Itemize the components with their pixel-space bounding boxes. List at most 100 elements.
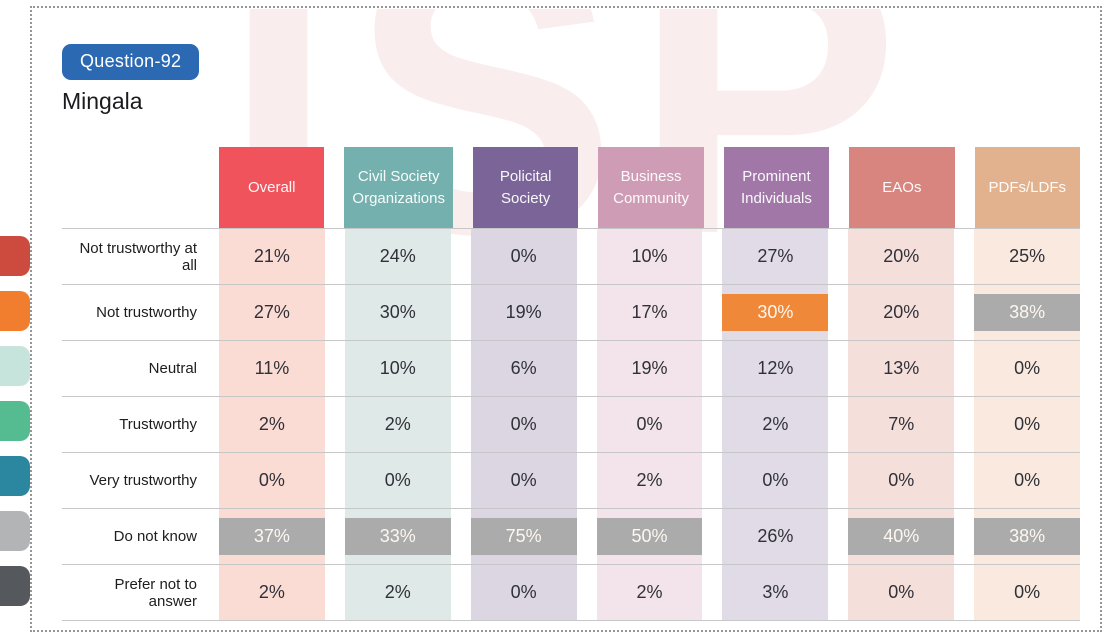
table-cell: 2%	[219, 397, 325, 452]
cell-value: 0%	[510, 414, 537, 434]
cell-value: 0%	[1014, 582, 1041, 602]
table-cell: 24%	[344, 229, 451, 284]
table-cell: 3%	[722, 565, 829, 620]
row-label: Prefer not to answer	[114, 575, 197, 610]
cell-value: 0%	[1014, 414, 1041, 434]
table-cell: 2%	[344, 397, 451, 452]
cell-value: 19%	[505, 302, 542, 322]
header-spacer	[62, 147, 211, 228]
cell-value: 10%	[631, 246, 668, 266]
table-cell: 26%	[722, 509, 829, 564]
table-cell: 10%	[344, 341, 451, 396]
table-cell: 0%	[470, 453, 577, 508]
cell-value: 0%	[1014, 470, 1041, 490]
row-label: Not trustworthy at all	[79, 239, 197, 274]
cell-value: 11%	[254, 358, 290, 378]
cell-value: 0%	[888, 470, 915, 490]
row-label: Very trustworthy	[89, 472, 197, 489]
row-label: Not trustworthy	[96, 304, 197, 321]
cell-value: 27%	[757, 246, 794, 266]
table-cell: 0%	[470, 565, 577, 620]
column-header-political-society: Policital Society	[472, 147, 579, 228]
row-label: Do not know	[113, 528, 197, 545]
legend-chip	[0, 511, 30, 551]
cell-value: 0%	[636, 414, 663, 434]
page-title: Mingala	[62, 88, 143, 114]
table-cell: 50%	[596, 509, 703, 564]
table-cell: 6%	[470, 341, 577, 396]
table-cell: 21%	[219, 229, 325, 284]
cell-value: 30%	[379, 302, 416, 322]
table-cell: 10%	[596, 229, 703, 284]
cell-value: 0%	[510, 470, 537, 490]
table-cell: 40%	[848, 509, 955, 564]
cell-value: 6%	[510, 358, 537, 378]
row-label: Neutral	[148, 360, 197, 377]
column-header-cso: Civil Society Organizations	[344, 147, 453, 228]
cell-value: 0%	[510, 582, 537, 602]
table-cell: 0%	[974, 453, 1081, 508]
question-badge: Question-92	[62, 44, 200, 80]
table-cell: 2%	[722, 397, 829, 452]
cell-value: 2%	[258, 582, 285, 602]
table-cell: 0%	[848, 453, 955, 508]
table-cell: 7%	[848, 397, 955, 452]
table-cell: 25%	[974, 229, 1081, 284]
cell-value-highlight-gray: 50%	[596, 518, 703, 555]
table-cell: 75%	[470, 509, 577, 564]
cell-value: 2%	[762, 414, 789, 434]
cell-value: 0%	[258, 470, 285, 490]
legend-chip	[0, 291, 30, 331]
table-cell: 0%	[470, 397, 577, 452]
legend-chip	[0, 346, 30, 386]
cell-value-highlight-orange: 30%	[722, 294, 829, 331]
cell-value: 20%	[883, 302, 920, 322]
table-cell: 2%	[219, 565, 325, 620]
cell-value: 0%	[1014, 358, 1041, 378]
table-cell: 38%	[974, 285, 1081, 340]
legend-chip	[0, 566, 30, 606]
cell-value-highlight-gray: 75%	[470, 518, 577, 555]
table-cell: 17%	[596, 285, 703, 340]
table-cell: 19%	[596, 341, 703, 396]
row-label: Trustworthy	[119, 416, 197, 433]
cell-value: 17%	[631, 302, 668, 322]
table-cell: 27%	[722, 229, 829, 284]
table-cell: 30%	[722, 285, 829, 340]
table-cell: 11%	[219, 341, 325, 396]
table-header-row: Overall Civil Society Organizations Poli…	[62, 147, 1080, 228]
table-row: Trustworthy 2% 2% 0% 0% 2% 7% 0%	[62, 396, 1081, 452]
cell-value: 2%	[384, 582, 411, 602]
table-cell: 20%	[848, 285, 955, 340]
column-header-label: PDFs/LDFs	[988, 178, 1067, 196]
table-cell: 0%	[974, 341, 1081, 396]
cell-value: 21%	[253, 246, 290, 266]
table-cell: 0%	[722, 453, 829, 508]
column-header-overall: Overall	[219, 147, 325, 228]
table-cell: 0%	[219, 453, 325, 508]
cell-value: 24%	[379, 246, 416, 266]
table-cell: 27%	[219, 285, 325, 340]
legend-chip	[0, 236, 30, 276]
table-cell: 0%	[974, 397, 1081, 452]
table-row: Not trustworthy at all 21% 24% 0% 10% 27…	[62, 228, 1081, 284]
cell-value-highlight-gray: 40%	[848, 518, 955, 555]
table-row: Do not know 37% 33% 75% 50% 26% 40% 38%	[62, 508, 1081, 564]
table-cell: 2%	[596, 565, 703, 620]
cell-value: 12%	[757, 358, 794, 378]
legend-chip	[0, 401, 30, 441]
table-row: Not trustworthy 27% 30% 19% 17% 30% 20% …	[62, 284, 1081, 340]
cell-value: 10%	[379, 358, 416, 378]
column-header-label: EAOs	[882, 178, 922, 196]
cell-value-highlight-gray: 38%	[974, 518, 1081, 555]
table-cell: 0%	[974, 565, 1081, 620]
table-cell: 12%	[722, 341, 829, 396]
cell-value: 25%	[1009, 246, 1046, 266]
table-cell: 20%	[848, 229, 955, 284]
table-cell: 13%	[848, 341, 955, 396]
column-header-pdfs-ldfs: PDFs/LDFs	[974, 147, 1080, 228]
table-cell: 2%	[596, 453, 703, 508]
cell-value: 0%	[384, 470, 411, 490]
cell-value: 2%	[384, 414, 411, 434]
column-header-label: Business Community	[613, 167, 689, 207]
